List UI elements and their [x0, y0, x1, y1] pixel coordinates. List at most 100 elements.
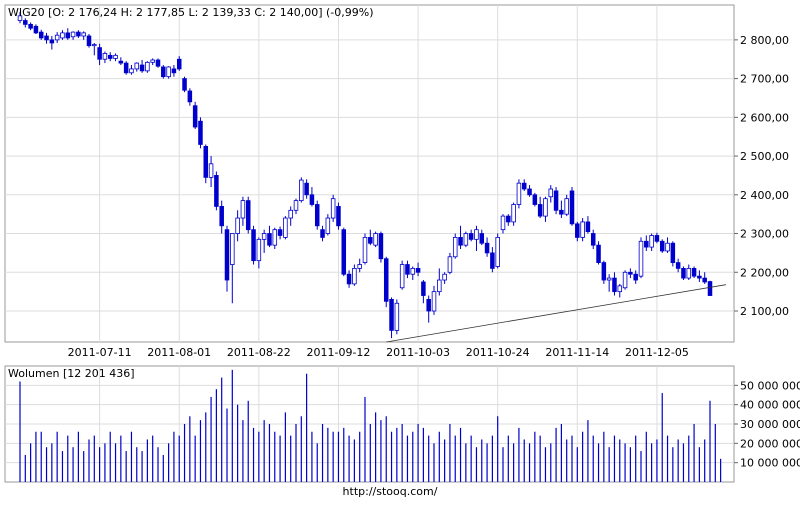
candle-body: [54, 34, 60, 41]
candle-body: [92, 44, 97, 47]
candle-body: [288, 209, 293, 219]
candle-body: [192, 105, 198, 128]
candle-body: [118, 60, 124, 64]
candle-body: [198, 120, 203, 145]
candle-body: [97, 47, 102, 60]
candle-body: [208, 163, 214, 178]
candle-body: [569, 190, 575, 225]
candle-body: [230, 233, 235, 265]
candle-body: [330, 198, 336, 219]
candle-body: [70, 31, 76, 38]
volume-tick-label: 50 000 000: [740, 379, 800, 392]
candle-body: [176, 58, 182, 70]
candle-body: [267, 233, 272, 246]
candle-body: [251, 229, 256, 262]
candle-body: [102, 53, 108, 60]
candle-body: [633, 273, 638, 281]
candle-body: [644, 240, 649, 248]
candle-body: [399, 264, 405, 289]
date-tick-label: 2011-10-24: [466, 346, 530, 359]
candle-body: [81, 32, 86, 37]
candle-body: [490, 252, 495, 269]
candle-body: [659, 240, 665, 252]
candle-body: [553, 190, 559, 211]
candle-body: [463, 233, 469, 246]
candle-body: [665, 242, 670, 252]
candle-body: [383, 258, 389, 302]
price-tick-label: 2 200,00: [740, 266, 789, 279]
candle-body: [442, 273, 447, 281]
candle-body: [479, 233, 485, 244]
candle-body: [352, 268, 357, 285]
candle-body: [474, 229, 479, 240]
candle-body: [277, 229, 283, 236]
candle-body: [484, 242, 490, 254]
candle-body: [378, 233, 384, 260]
price-tick-label: 2 100,00: [740, 305, 789, 318]
candle-body: [389, 298, 394, 331]
candle-body: [628, 271, 633, 275]
candle-body: [76, 31, 81, 37]
candle-body: [617, 285, 623, 293]
candle-body: [596, 244, 601, 263]
candle-body: [224, 229, 230, 281]
candle-body: [543, 198, 548, 217]
candle-body: [654, 235, 660, 242]
candle-body: [437, 279, 442, 293]
candle-body: [325, 217, 331, 234]
candle-body: [638, 240, 644, 277]
candle-body: [670, 242, 676, 263]
candle-body: [203, 145, 209, 178]
candle-body: [405, 264, 410, 275]
date-tick-label: 2011-12-05: [625, 346, 689, 359]
candle-body: [123, 62, 129, 74]
candle-body: [44, 35, 49, 41]
candle-body: [129, 68, 134, 74]
candle-body: [134, 62, 140, 70]
candle-body: [506, 215, 511, 223]
candle-body: [113, 54, 118, 59]
candle-body: [304, 182, 309, 196]
price-tick-label: 2 300,00: [740, 228, 789, 241]
candle-body: [575, 223, 580, 238]
candle-body: [691, 268, 697, 277]
candle-body: [155, 59, 161, 67]
volume-tick-label: 10 000 000: [740, 457, 800, 470]
candle-body: [166, 66, 171, 78]
candle-body: [320, 229, 325, 238]
candle-body: [606, 277, 612, 281]
candle-body: [500, 215, 506, 231]
date-axis: 2011-07-11 2011-08-01 2011-08-22 2011-09-12…: [68, 346, 689, 359]
candle-body: [564, 198, 569, 215]
candle-body: [38, 31, 44, 39]
source-link[interactable]: http://stooq.com/: [343, 485, 438, 498]
date-tick-label: 2011-08-01: [147, 346, 211, 359]
candle-body: [707, 281, 713, 296]
candle-body: [86, 35, 92, 47]
candle-body: [622, 271, 628, 289]
volume-tick-label: 40 000 000: [740, 399, 800, 412]
price-tick-label: 2 500,00: [740, 150, 789, 163]
candle-body: [527, 188, 532, 196]
candle-body: [299, 179, 304, 202]
volume-bars: [19, 369, 722, 482]
candle-body: [394, 302, 400, 331]
candle-body: [516, 182, 522, 205]
candle-body: [447, 256, 453, 273]
candle-body: [314, 204, 320, 227]
candle-body: [261, 233, 267, 240]
date-tick-label: 2011-07-11: [68, 346, 132, 359]
candle-body: [245, 200, 251, 231]
candle-body: [686, 268, 692, 279]
candle-body: [415, 268, 421, 273]
candle-body: [532, 194, 538, 205]
candle-body: [559, 209, 564, 215]
candle-body: [341, 229, 347, 275]
candle-body: [601, 262, 607, 281]
candle-body: [410, 268, 416, 275]
candle-body: [511, 204, 516, 223]
candle-body: [421, 281, 426, 296]
candle-body: [161, 66, 166, 78]
price-tick-label: 2 800,00: [740, 34, 789, 47]
